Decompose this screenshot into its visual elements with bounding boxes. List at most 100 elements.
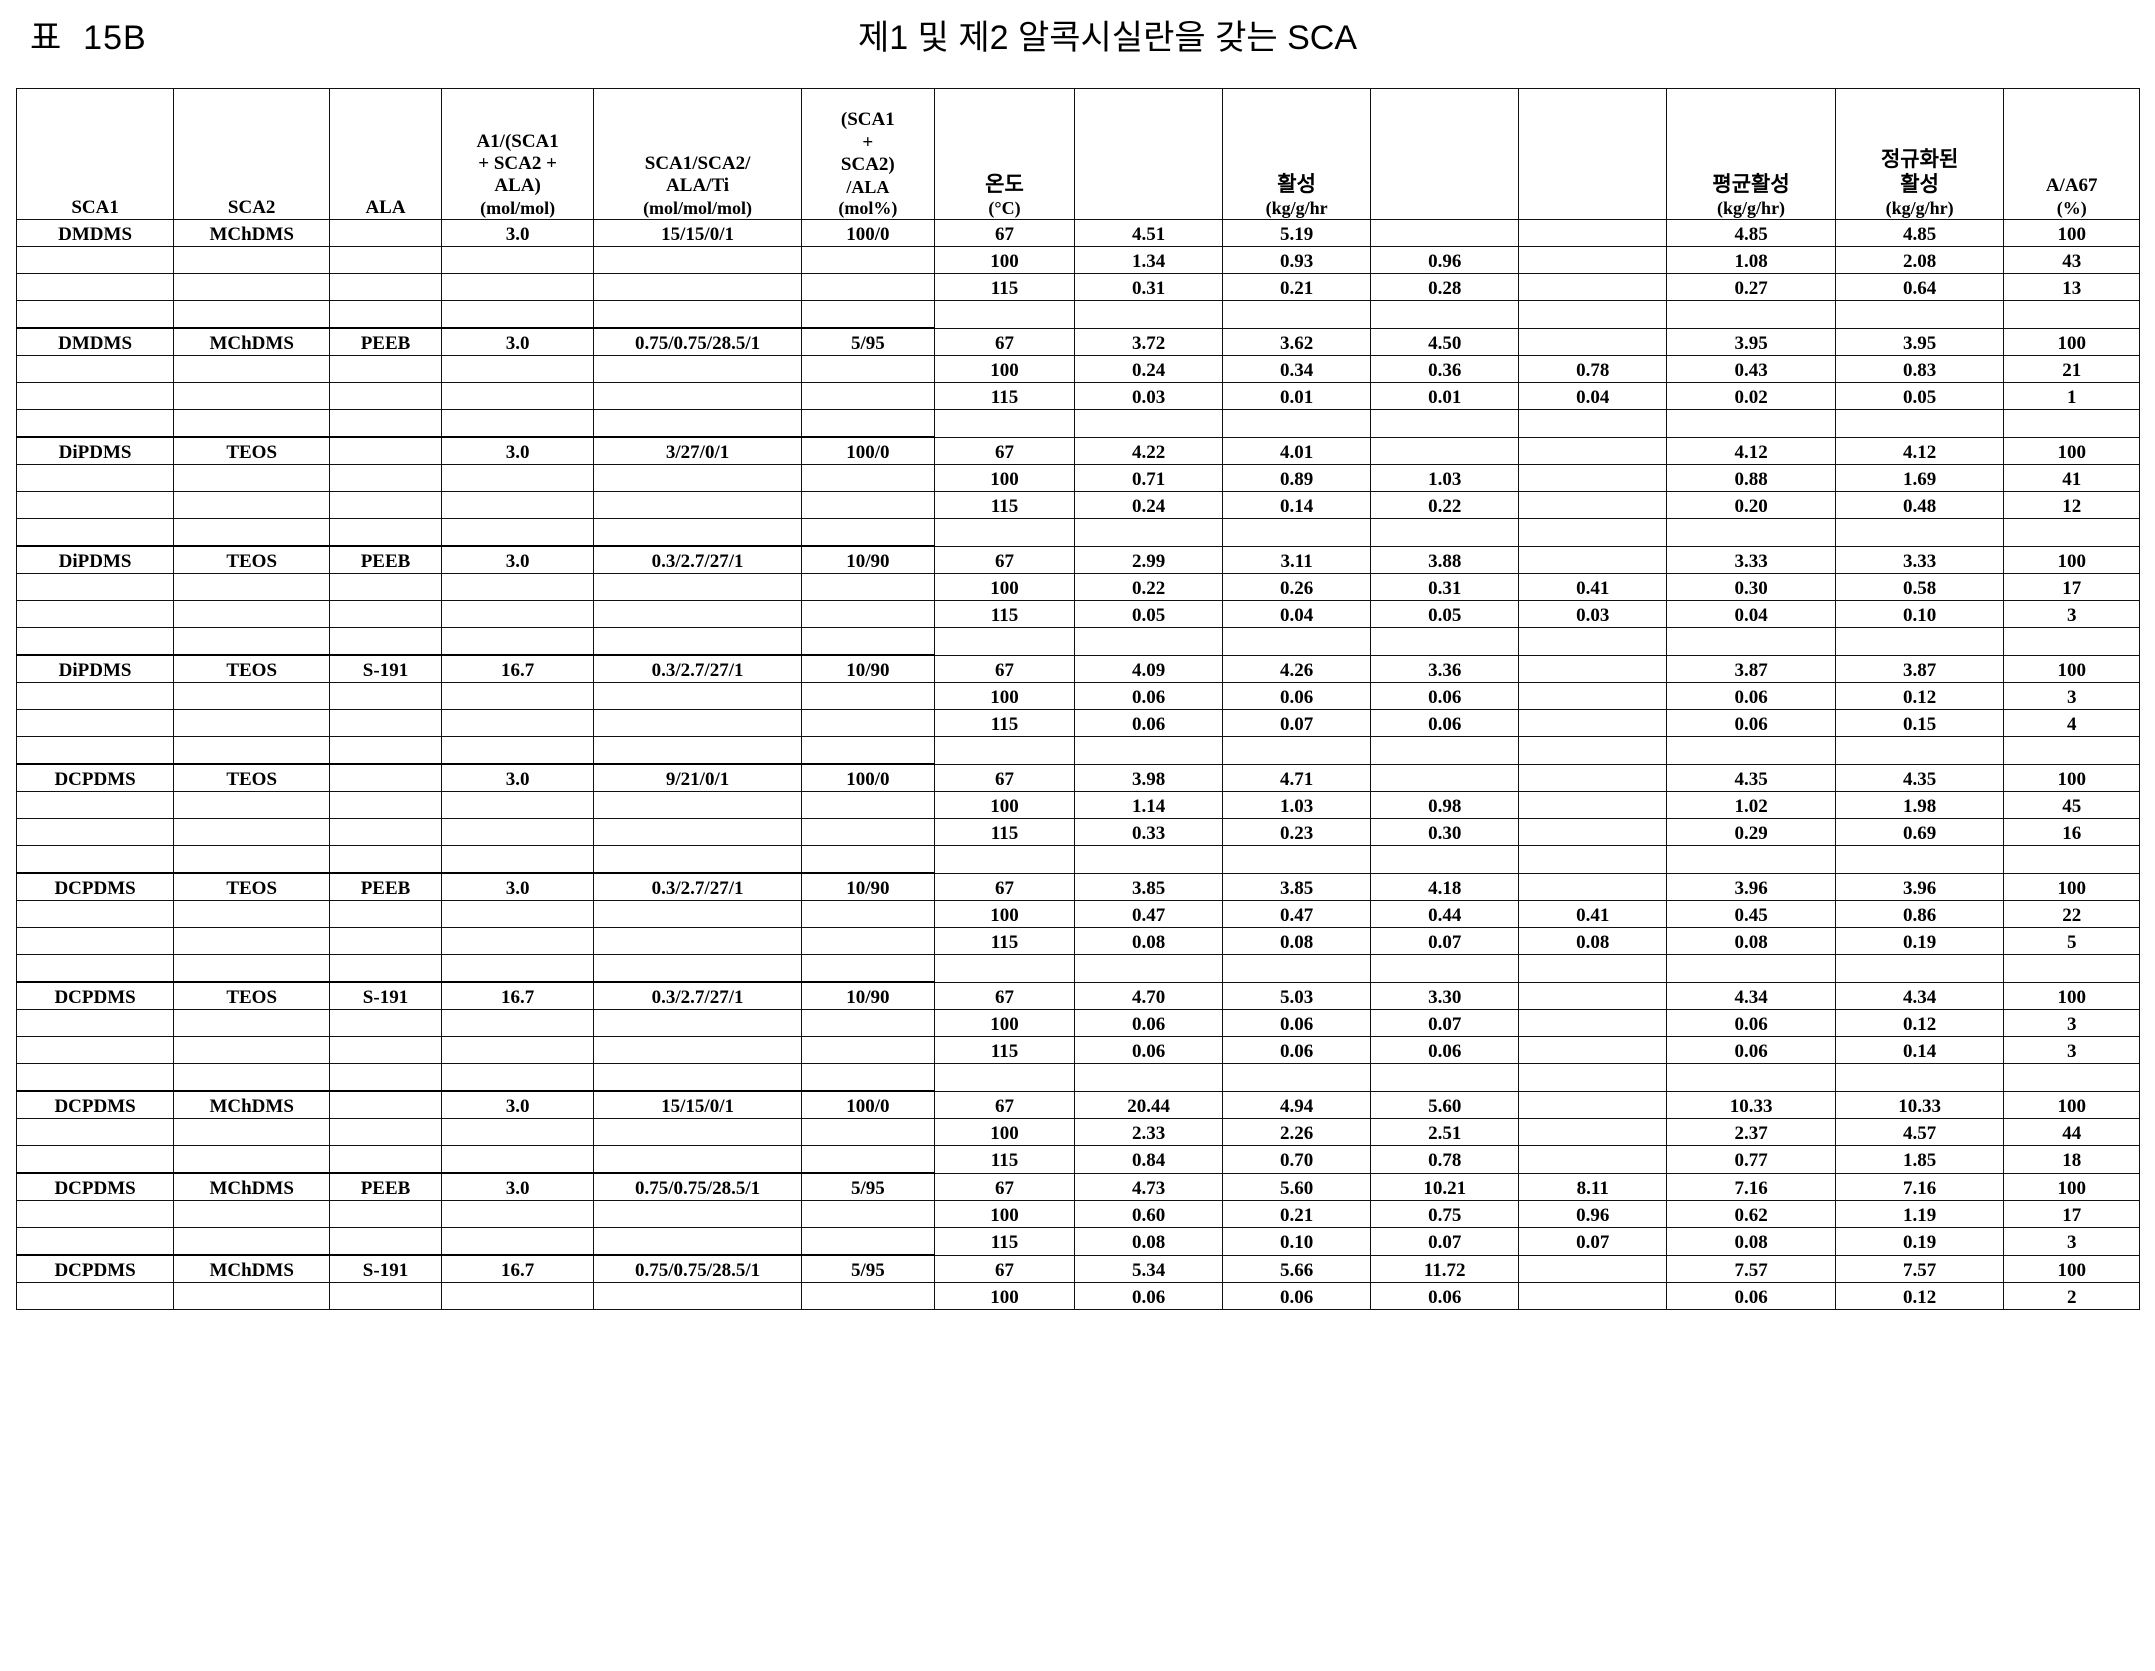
spacer-cell — [594, 301, 801, 329]
cell-act4: 0.96 — [1519, 1201, 1667, 1228]
cell-act3: 3.88 — [1371, 546, 1519, 574]
spacer-cell — [441, 628, 594, 656]
table-row: DCPDMSMChDMS3.015/15/0/1100/06720.444.94… — [17, 1091, 2140, 1119]
spacer-cell — [1075, 737, 1223, 765]
cell-sca2: MChDMS — [174, 1091, 330, 1119]
cell-avg: 0.08 — [1667, 928, 1836, 955]
cell-act2: 3.11 — [1223, 546, 1371, 574]
cell-a1 — [441, 356, 594, 383]
cell-sca1: DiPDMS — [17, 437, 174, 465]
cell-act3: 0.01 — [1371, 383, 1519, 410]
cell-scaala: 5/95 — [801, 1255, 934, 1283]
cell-act4 — [1519, 710, 1667, 737]
cell-act3: 0.96 — [1371, 247, 1519, 274]
cell-scaala: 100/0 — [801, 220, 934, 247]
cell-sca2 — [174, 792, 330, 819]
col-header-act4 — [1519, 89, 1667, 220]
cell-ala: PEEB — [330, 1173, 442, 1201]
cell-act3: 0.44 — [1371, 901, 1519, 928]
cell-ratio — [594, 465, 801, 492]
cell-temp: 67 — [934, 546, 1074, 574]
cell-act4 — [1519, 437, 1667, 465]
cell-scaala — [801, 465, 934, 492]
cell-ala — [330, 928, 442, 955]
cell-temp: 67 — [934, 982, 1074, 1010]
cell-temp: 100 — [934, 1010, 1074, 1037]
cell-act4 — [1519, 274, 1667, 301]
cell-a1 — [441, 1010, 594, 1037]
cell-act1: 0.08 — [1075, 928, 1223, 955]
cell-act1: 4.73 — [1075, 1173, 1223, 1201]
cell-avg: 0.45 — [1667, 901, 1836, 928]
spacer-cell — [594, 410, 801, 438]
cell-ratio — [594, 1283, 801, 1310]
cell-norm: 0.86 — [1835, 901, 2004, 928]
cell-scaala — [801, 928, 934, 955]
cell-aa67: 5 — [2004, 928, 2140, 955]
spacer-cell — [1835, 628, 2004, 656]
spacer-cell — [174, 410, 330, 438]
spacer-cell — [174, 301, 330, 329]
spacer-cell — [2004, 1064, 2140, 1092]
group-separator-row — [17, 628, 2140, 656]
cell-temp: 100 — [934, 1119, 1074, 1146]
cell-aa67: 100 — [2004, 982, 2140, 1010]
cell-sca1 — [17, 710, 174, 737]
cell-act4 — [1519, 819, 1667, 846]
spacer-cell — [330, 519, 442, 547]
cell-a1 — [441, 1146, 594, 1174]
spacer-cell — [1075, 301, 1223, 329]
cell-aa67: 17 — [2004, 1201, 2140, 1228]
cell-avg: 0.88 — [1667, 465, 1836, 492]
cell-avg: 0.06 — [1667, 1283, 1836, 1310]
spacer-cell — [17, 955, 174, 983]
cell-scaala: 100/0 — [801, 1091, 934, 1119]
cell-act1: 4.22 — [1075, 437, 1223, 465]
cell-ala — [330, 601, 442, 628]
cell-act4 — [1519, 1119, 1667, 1146]
cell-avg: 0.02 — [1667, 383, 1836, 410]
table-row: DCPDMSTEOS3.09/21/0/1100/0673.984.714.35… — [17, 764, 2140, 792]
col-header-line: ALA — [336, 197, 435, 219]
col-header-line: (mol/mol) — [448, 198, 588, 219]
cell-sca1 — [17, 274, 174, 301]
cell-ratio: 3/27/0/1 — [594, 437, 801, 465]
cell-act1: 2.99 — [1075, 546, 1223, 574]
col-header-line: (kg/g/hr) — [1673, 198, 1829, 219]
cell-norm: 1.85 — [1835, 1146, 2004, 1174]
spacer-cell — [441, 519, 594, 547]
cell-ratio — [594, 356, 801, 383]
table-row: 1150.060.060.060.060.143 — [17, 1037, 2140, 1064]
cell-aa67: 100 — [2004, 546, 2140, 574]
cell-act4 — [1519, 247, 1667, 274]
cell-act4 — [1519, 328, 1667, 356]
cell-act2: 0.21 — [1223, 274, 1371, 301]
cell-a1 — [441, 928, 594, 955]
cell-act2: 0.21 — [1223, 1201, 1371, 1228]
spacer-cell — [594, 955, 801, 983]
table-row: 1150.840.700.780.771.8518 — [17, 1146, 2140, 1174]
spacer-cell — [1519, 955, 1667, 983]
col-header-sca2: SCA2 — [174, 89, 330, 220]
table-row: 1001.340.930.961.082.0843 — [17, 247, 2140, 274]
cell-avg: 0.43 — [1667, 356, 1836, 383]
col-header-avg: 평균활성(kg/g/hr) — [1667, 89, 1836, 220]
cell-act1: 0.06 — [1075, 710, 1223, 737]
cell-act1: 4.51 — [1075, 220, 1223, 247]
cell-norm: 1.19 — [1835, 1201, 2004, 1228]
page-header: 표 15B 제1 및 제2 알콕시실란을 갖는 SCA — [0, 0, 2155, 78]
table-row: 1000.060.060.070.060.123 — [17, 1010, 2140, 1037]
cell-sca2: TEOS — [174, 873, 330, 901]
cell-act1: 0.22 — [1075, 574, 1223, 601]
cell-aa67: 3 — [2004, 1037, 2140, 1064]
cell-sca2 — [174, 1037, 330, 1064]
cell-norm: 7.57 — [1835, 1255, 2004, 1283]
cell-act2: 0.70 — [1223, 1146, 1371, 1174]
cell-avg: 10.33 — [1667, 1091, 1836, 1119]
cell-a1 — [441, 683, 594, 710]
cell-a1 — [441, 1283, 594, 1310]
cell-avg: 3.33 — [1667, 546, 1836, 574]
cell-norm: 4.57 — [1835, 1119, 2004, 1146]
spacer-cell — [801, 410, 934, 438]
cell-avg: 1.02 — [1667, 792, 1836, 819]
